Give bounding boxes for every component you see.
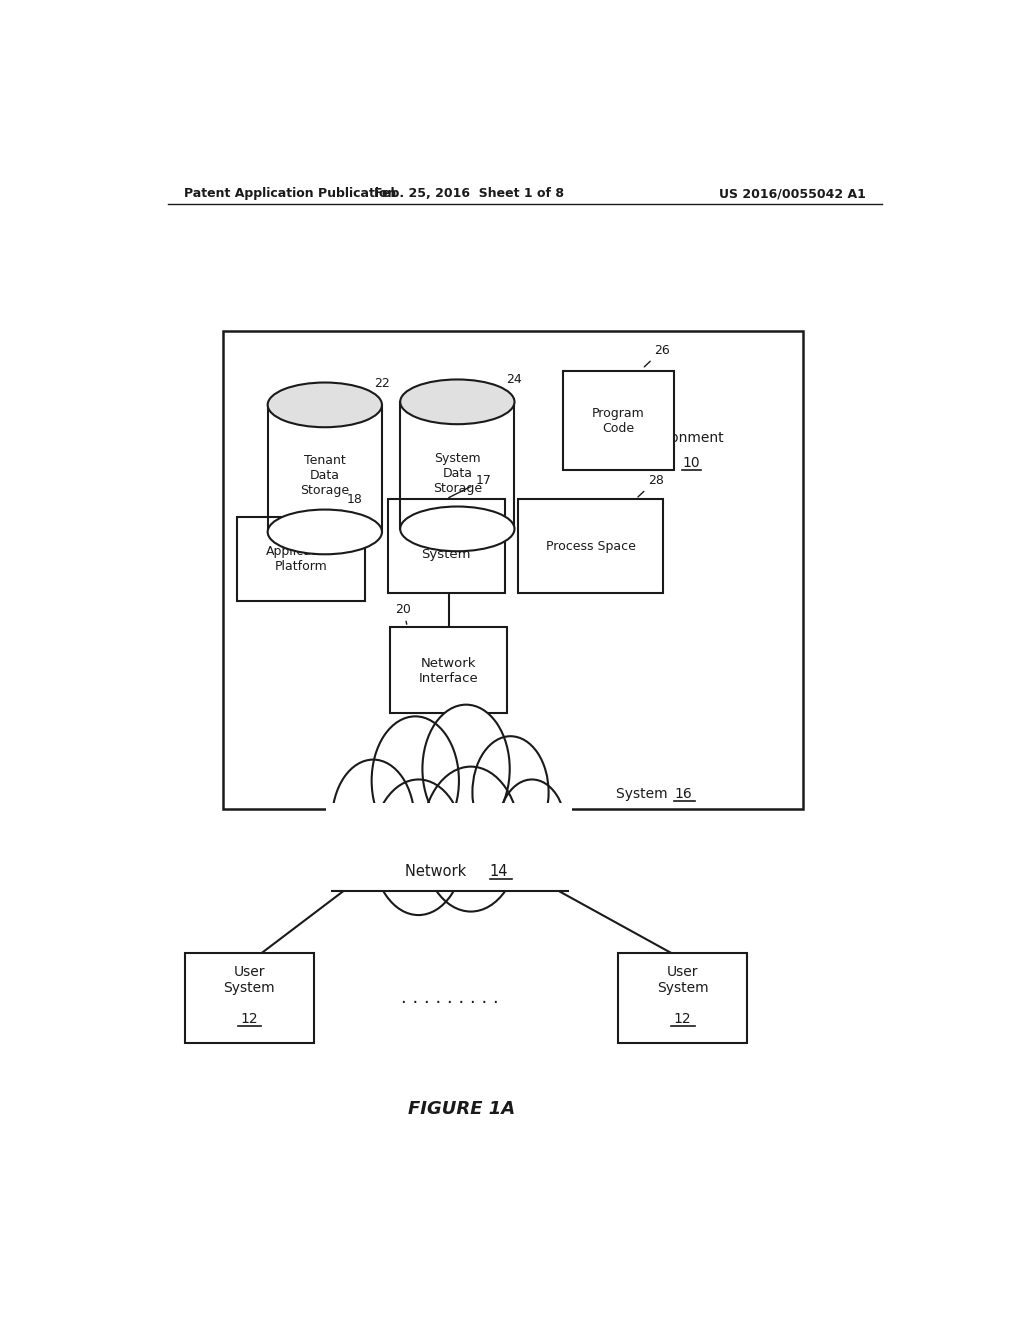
- Text: 10: 10: [683, 457, 700, 470]
- Bar: [237, 517, 366, 601]
- Text: System
Data
Storage: System Data Storage: [433, 451, 482, 495]
- Text: Feb. 25, 2016  Sheet 1 of 8: Feb. 25, 2016 Sheet 1 of 8: [374, 187, 564, 201]
- Bar: [390, 627, 507, 713]
- Text: User
System: User System: [223, 965, 275, 995]
- Bar: [326, 803, 571, 891]
- Text: 26: 26: [644, 343, 670, 367]
- Ellipse shape: [373, 780, 465, 915]
- Text: US 2016/0055042 A1: US 2016/0055042 A1: [719, 187, 866, 201]
- Text: Application
Platform: Application Platform: [266, 545, 336, 573]
- Bar: [387, 499, 505, 594]
- Text: 12: 12: [674, 1012, 691, 1026]
- Ellipse shape: [498, 780, 566, 880]
- Text: Network
Interface: Network Interface: [419, 656, 478, 685]
- Ellipse shape: [423, 705, 510, 833]
- Ellipse shape: [372, 717, 459, 845]
- Text: Network: Network: [404, 865, 470, 879]
- Text: 14: 14: [489, 865, 508, 879]
- Ellipse shape: [400, 507, 514, 552]
- Bar: [185, 953, 313, 1043]
- Text: Process Space: Process Space: [546, 540, 636, 553]
- Text: Environment: Environment: [635, 430, 724, 445]
- Bar: [618, 953, 748, 1043]
- Text: FIGURE 1A: FIGURE 1A: [408, 1100, 515, 1118]
- Text: 18: 18: [335, 492, 362, 515]
- Text: Tenant
Data
Storage: Tenant Data Storage: [300, 454, 349, 498]
- Ellipse shape: [267, 383, 382, 428]
- Ellipse shape: [422, 767, 520, 912]
- Ellipse shape: [472, 737, 549, 849]
- Text: . . . . . . . . .: . . . . . . . . .: [400, 989, 499, 1007]
- Bar: [267, 405, 382, 532]
- Text: System: System: [616, 787, 672, 801]
- Bar: [223, 331, 803, 809]
- Bar: [400, 401, 514, 529]
- Text: Patent Application Publication: Patent Application Publication: [183, 187, 396, 201]
- Text: 12: 12: [241, 1012, 258, 1026]
- Text: 22: 22: [358, 378, 390, 403]
- Bar: [563, 371, 674, 470]
- Bar: [518, 499, 663, 594]
- Ellipse shape: [400, 379, 514, 424]
- Text: 16: 16: [674, 787, 692, 801]
- Text: 28: 28: [638, 474, 664, 498]
- Text: Program
Code: Program Code: [592, 407, 645, 434]
- Text: Processor
System: Processor System: [414, 533, 478, 561]
- Ellipse shape: [332, 759, 415, 882]
- Ellipse shape: [267, 510, 382, 554]
- Text: 20: 20: [395, 603, 412, 624]
- Text: User
System: User System: [657, 965, 709, 995]
- Text: 17: 17: [449, 474, 492, 498]
- Text: 24: 24: [489, 374, 521, 399]
